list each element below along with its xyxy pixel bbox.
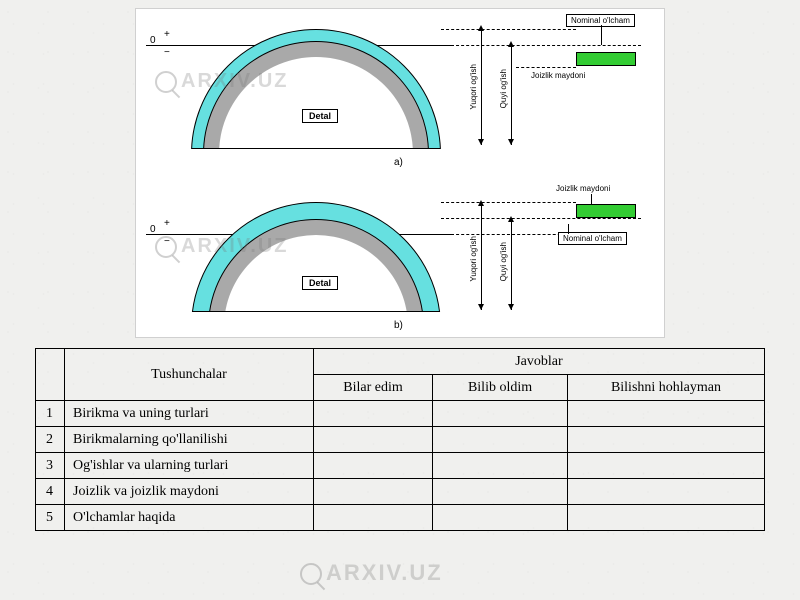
table-row: 1 Birikma va uning turlari <box>36 401 765 427</box>
row-concept: Og'ishlar va ularning turlari <box>65 453 314 479</box>
ext-line-b3 <box>451 234 571 235</box>
arrow-icon <box>508 139 514 145</box>
watermark: ARXIV.UZ <box>300 560 443 586</box>
detal-label-a: Detal <box>302 109 338 123</box>
base-line-b <box>192 311 440 312</box>
leader-line-a <box>601 25 602 45</box>
row-concept: O'lchamlar haqida <box>65 505 314 531</box>
upper-deviation-label-a: Yuqori og'ish <box>469 64 478 110</box>
dim-line-lower-b <box>511 218 512 310</box>
cell-learned <box>433 427 568 453</box>
subfigure-letter-a: a) <box>394 157 403 168</box>
table-row: 4 Joizlik va joizlik maydoni <box>36 479 765 505</box>
minus-sign-a: − <box>164 49 170 57</box>
arrow-icon <box>478 304 484 310</box>
upper-deviation-label-b: Yuqori og'ish <box>469 236 478 282</box>
lower-deviation-label-a: Quyi og'ish <box>499 69 508 108</box>
dim-line-lower-a <box>511 43 512 145</box>
cell-knew <box>313 401 432 427</box>
cell-want <box>567 453 764 479</box>
ext-line-a3 <box>516 67 576 68</box>
magnifier-icon <box>300 563 322 585</box>
row-number: 1 <box>36 401 65 427</box>
subfigure-b: 0 + − Detal Yuqori og'ish Quyi og'ish Jo… <box>136 174 664 339</box>
cell-want <box>567 427 764 453</box>
table-row: 5 O'lchamlar haqida <box>36 505 765 531</box>
cell-want <box>567 505 764 531</box>
arrow-icon <box>508 216 514 222</box>
lower-deviation-label-b: Quyi og'ish <box>499 242 508 281</box>
leader-line-b2 <box>568 224 569 234</box>
tolerance-field-label-b: Joizlik maydoni <box>556 184 610 193</box>
col-header-answers: Javoblar <box>313 349 764 375</box>
arrow-icon <box>478 25 484 31</box>
cell-knew <box>313 505 432 531</box>
tolerance-field-b <box>576 204 636 218</box>
ext-line-b1 <box>441 202 576 203</box>
cell-knew <box>313 479 432 505</box>
base-line-a <box>192 148 440 149</box>
col-header-number <box>36 349 65 401</box>
detal-arc-b <box>191 202 441 312</box>
table-row: 2 Birikmalarning qo'llanilishi <box>36 427 765 453</box>
cell-want <box>567 479 764 505</box>
table-row: 3 Og'ishlar va ularning turlari <box>36 453 765 479</box>
detal-label-b: Detal <box>302 276 338 290</box>
diagram-panel: 0 + − Detal Yuqori og'ish Quyi og'ish No… <box>135 8 665 338</box>
cell-learned <box>433 505 568 531</box>
zero-label-a: 0 <box>150 35 156 46</box>
row-number: 2 <box>36 427 65 453</box>
ext-line-a2 <box>451 45 641 46</box>
cell-learned <box>433 401 568 427</box>
col-header-learned: Bilib oldim <box>433 375 568 401</box>
plus-sign-a: + <box>164 31 170 39</box>
row-concept: Joizlik va joizlik maydoni <box>65 479 314 505</box>
row-number: 3 <box>36 453 65 479</box>
cell-learned <box>433 479 568 505</box>
arrow-icon <box>478 139 484 145</box>
col-header-want: Bilishni hohlayman <box>567 375 764 401</box>
concepts-table: Tushunchalar Javoblar Bilar edim Bilib o… <box>35 348 765 531</box>
cell-knew <box>313 453 432 479</box>
cell-knew <box>313 427 432 453</box>
col-header-knew: Bilar edim <box>313 375 432 401</box>
col-header-concepts: Tushunchalar <box>65 349 314 401</box>
cell-want <box>567 401 764 427</box>
row-concept: Birikmalarning qo'llanilishi <box>65 427 314 453</box>
ext-line-b2 <box>441 218 641 219</box>
row-number: 4 <box>36 479 65 505</box>
row-number: 5 <box>36 505 65 531</box>
detal-arc-a <box>191 29 441 149</box>
arrow-icon <box>508 41 514 47</box>
arrow-icon <box>478 200 484 206</box>
subfigure-a: 0 + − Detal Yuqori og'ish Quyi og'ish No… <box>136 9 664 174</box>
zero-label-b: 0 <box>150 224 156 235</box>
arrow-icon <box>508 304 514 310</box>
leader-line-b1 <box>591 194 592 204</box>
minus-sign-b: − <box>164 238 170 246</box>
cell-learned <box>433 453 568 479</box>
plus-sign-b: + <box>164 220 170 228</box>
subfigure-letter-b: b) <box>394 320 403 331</box>
tolerance-field-a <box>576 52 636 66</box>
tolerance-field-label-a: Joizlik maydoni <box>531 71 585 80</box>
ext-line-a1 <box>441 29 576 30</box>
row-concept: Birikma va uning turlari <box>65 401 314 427</box>
